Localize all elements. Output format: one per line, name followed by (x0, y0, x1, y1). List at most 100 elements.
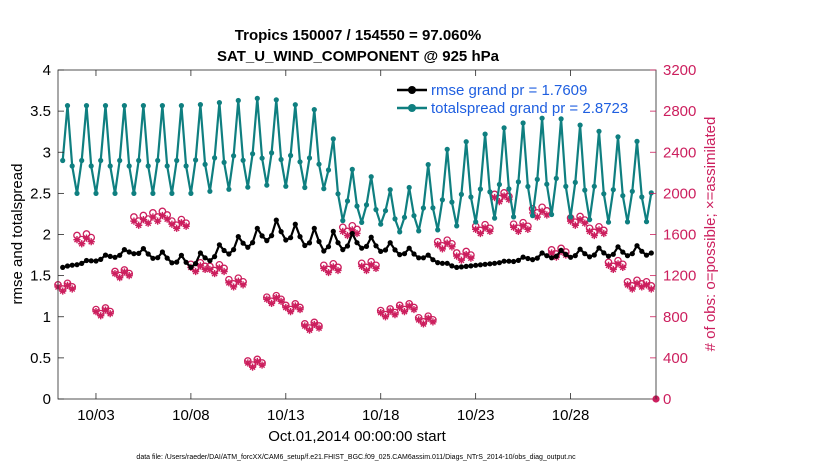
obs-assimilated-marker (163, 215, 171, 223)
rmse-point (520, 254, 526, 260)
rmse-point (648, 250, 654, 256)
rmse-point (568, 254, 574, 260)
y2-tick-label: 3200 (663, 62, 696, 79)
obs-assimilated-marker (481, 224, 489, 232)
obs-assimilated-marker (415, 316, 423, 324)
rmse-point (501, 258, 507, 264)
totalspread-point (69, 163, 75, 169)
obs-assimilated-marker (467, 254, 475, 262)
totalspread-point (601, 191, 607, 197)
totalspread-point (425, 162, 431, 168)
rmse-point (183, 259, 189, 265)
totalspread-point (112, 190, 118, 196)
obs-assimilated-marker (510, 223, 518, 231)
obs-assimilated-marker (585, 227, 594, 236)
obs-assimilated-marker (225, 279, 233, 287)
rmse-point (188, 264, 194, 270)
rmse-point (639, 248, 645, 254)
obs-assimilated-marker (154, 217, 162, 225)
totalspread-point (473, 219, 479, 225)
obs-assimilated-marker (623, 281, 632, 289)
obs-assimilated-marker (196, 262, 204, 270)
x-axis-ticks: 10/03 10/08 10/13 10/18 10/23 10/28 (77, 70, 589, 424)
obs-assimilated-marker (590, 231, 598, 240)
rmse-point (60, 264, 66, 270)
rmse-point (221, 247, 227, 254)
obs-assimilated-marker (491, 193, 499, 202)
rmse-point (387, 240, 393, 246)
obs-assimilated-marker (87, 238, 95, 246)
legend-spread-marker (408, 104, 416, 112)
obs-assimilated-marker (576, 215, 584, 224)
totalspread-series (60, 95, 654, 235)
obs-assimilated-marker (386, 307, 394, 315)
rmse-point (325, 244, 332, 250)
totalspread-point (269, 150, 275, 156)
totalspread-point (454, 223, 460, 229)
obs-assimilated-marker (462, 250, 470, 259)
totalspread-point (302, 184, 308, 191)
y2-tick-label: 2000 (663, 185, 696, 202)
data-file-footnote: data file: /Users/raeder/DAI/ATM_forcXX/… (136, 454, 576, 461)
obs-assimilated-marker (182, 222, 190, 230)
chart-title: Tropics 150007 / 154550 = 97.060% (235, 27, 481, 44)
rmse-point (449, 263, 455, 269)
obs-assimilated-marker (642, 281, 651, 289)
rmse-point (444, 260, 450, 266)
y-tick-label: 3 (43, 144, 51, 161)
totalspread-point (525, 183, 531, 190)
totalspread-point (235, 97, 241, 104)
obs-assimilated-marker (173, 224, 181, 232)
rmse-point (254, 225, 260, 231)
obs-assimilated-marker (367, 261, 375, 269)
obs-assimilated-marker (391, 311, 399, 319)
rmse-point (363, 243, 370, 249)
rmse-point (240, 240, 246, 246)
rmse-point (283, 237, 289, 243)
totalspread-point (363, 202, 370, 208)
obs-assimilated-marker (400, 308, 409, 316)
totalspread-point (197, 102, 203, 108)
obs-assimilated-marker (476, 229, 484, 238)
obs-assimilated-marker (263, 295, 271, 303)
rmse-point (164, 255, 170, 261)
rmse-point (458, 264, 464, 270)
rmse-point (340, 247, 346, 253)
obs-assimilated-marker (419, 320, 428, 328)
totalspread-point (624, 219, 631, 225)
rmse-point (150, 255, 156, 261)
totalspread-point (245, 184, 251, 190)
rmse-point (98, 256, 104, 262)
totalspread-point (98, 157, 104, 164)
obs-assimilated-marker (633, 279, 641, 287)
totalspread-point (530, 213, 536, 219)
rmse-point (250, 240, 256, 246)
obs-assimilated-marker (566, 217, 575, 225)
rmse-point (259, 233, 265, 239)
x-tick-label: 10/03 (77, 407, 115, 424)
totalspread-point (549, 211, 555, 218)
obs-assimilated-marker (106, 310, 114, 318)
totalspread-point (131, 190, 137, 196)
obs-assimilated-marker (78, 240, 86, 248)
obs-assimilated-marker (434, 241, 442, 249)
rmse-point (359, 245, 365, 251)
obs-assimilated-marker (310, 320, 318, 329)
obs-assimilated-marker (201, 265, 209, 274)
rmse-point (591, 252, 597, 258)
totalspread-point (397, 229, 403, 235)
obs-assimilated-marker (339, 227, 347, 236)
totalspread-point (297, 159, 303, 165)
legend: rmse grand pr = 1.7609 totalspread grand… (397, 82, 628, 117)
rmse-point (634, 243, 640, 249)
rmse-point (572, 253, 578, 259)
totalspread-point (344, 198, 351, 204)
y2-axis-ticks: 0 400 800 1200 1600 2000 2400 2800 3200 (650, 62, 696, 408)
rmse-point (140, 246, 146, 252)
obs-assimilated-marker (372, 264, 380, 273)
rmse-point (193, 261, 199, 267)
totalspread-point (155, 157, 161, 164)
obs-assimilated-marker (410, 305, 418, 314)
obs-assimilated-marker (244, 359, 252, 367)
obs-assimilated-marker (358, 262, 366, 270)
